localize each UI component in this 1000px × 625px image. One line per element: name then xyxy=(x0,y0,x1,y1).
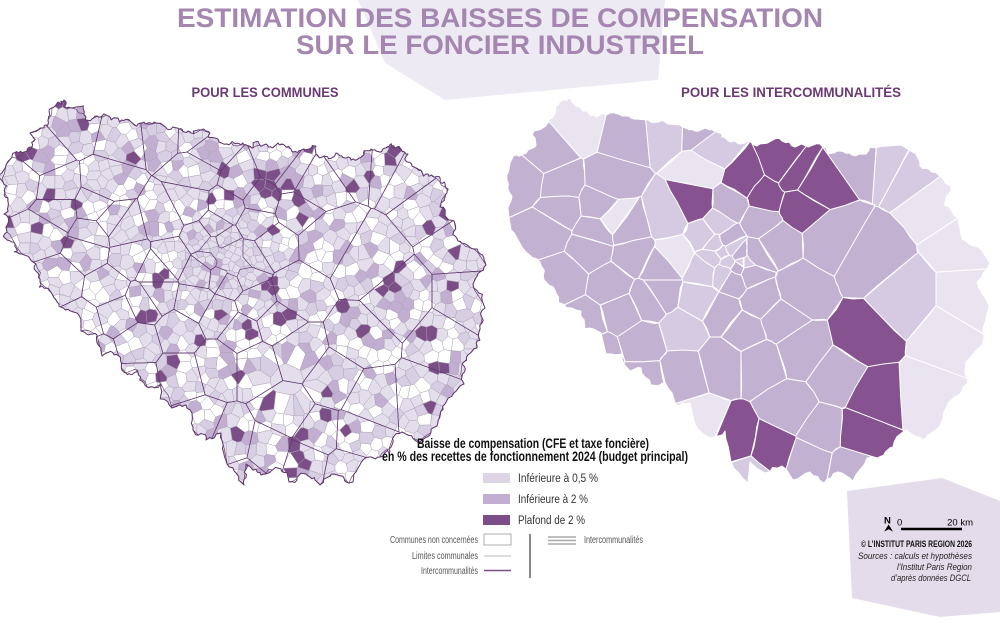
svg-text:ESTIMATION DES BAISSES DE COMP: ESTIMATION DES BAISSES DE COMPENSATION xyxy=(177,3,823,33)
svg-text:POUR LES COMMUNES: POUR LES COMMUNES xyxy=(192,85,339,100)
svg-text:Intercommunalités: Intercommunalités xyxy=(584,535,643,546)
svg-text:l’Institut Paris Region: l’Institut Paris Region xyxy=(897,562,972,572)
svg-text:Sources : calculs et hypothèse: Sources : calculs et hypothèses xyxy=(858,551,972,561)
svg-text:Limites communales: Limites communales xyxy=(412,551,478,562)
svg-text:SUR LE FONCIER INDUSTRIEL: SUR LE FONCIER INDUSTRIEL xyxy=(296,30,704,60)
svg-text:en % des recettes de fonctionn: en % des recettes de fonctionnement 2024… xyxy=(382,448,688,464)
svg-text:Plafond de 2 %: Plafond de 2 % xyxy=(518,515,585,527)
svg-text:Communes non concernées: Communes non concernées xyxy=(390,535,478,546)
svg-text:Inférieure à 0,5 %: Inférieure à 0,5 % xyxy=(518,473,598,485)
svg-text:Baisse de compensation (CFE et: Baisse de compensation (CFE et taxe fonc… xyxy=(417,435,649,451)
svg-text:POUR LES INTERCOMMUNALITÉS: POUR LES INTERCOMMUNALITÉS xyxy=(681,85,901,100)
svg-text:d’après données DGCL: d’après données DGCL xyxy=(891,573,971,583)
svg-text:20 km: 20 km xyxy=(947,518,973,529)
svg-text:0: 0 xyxy=(897,518,902,529)
svg-text:© L’INSTITUT PARIS REGION 2026: © L’INSTITUT PARIS REGION 2026 xyxy=(861,539,972,549)
svg-text:Intercommunalités: Intercommunalités xyxy=(421,566,478,577)
svg-text:Inférieure à 2 %: Inférieure à 2 % xyxy=(518,494,588,506)
svg-text:N: N xyxy=(884,516,891,527)
